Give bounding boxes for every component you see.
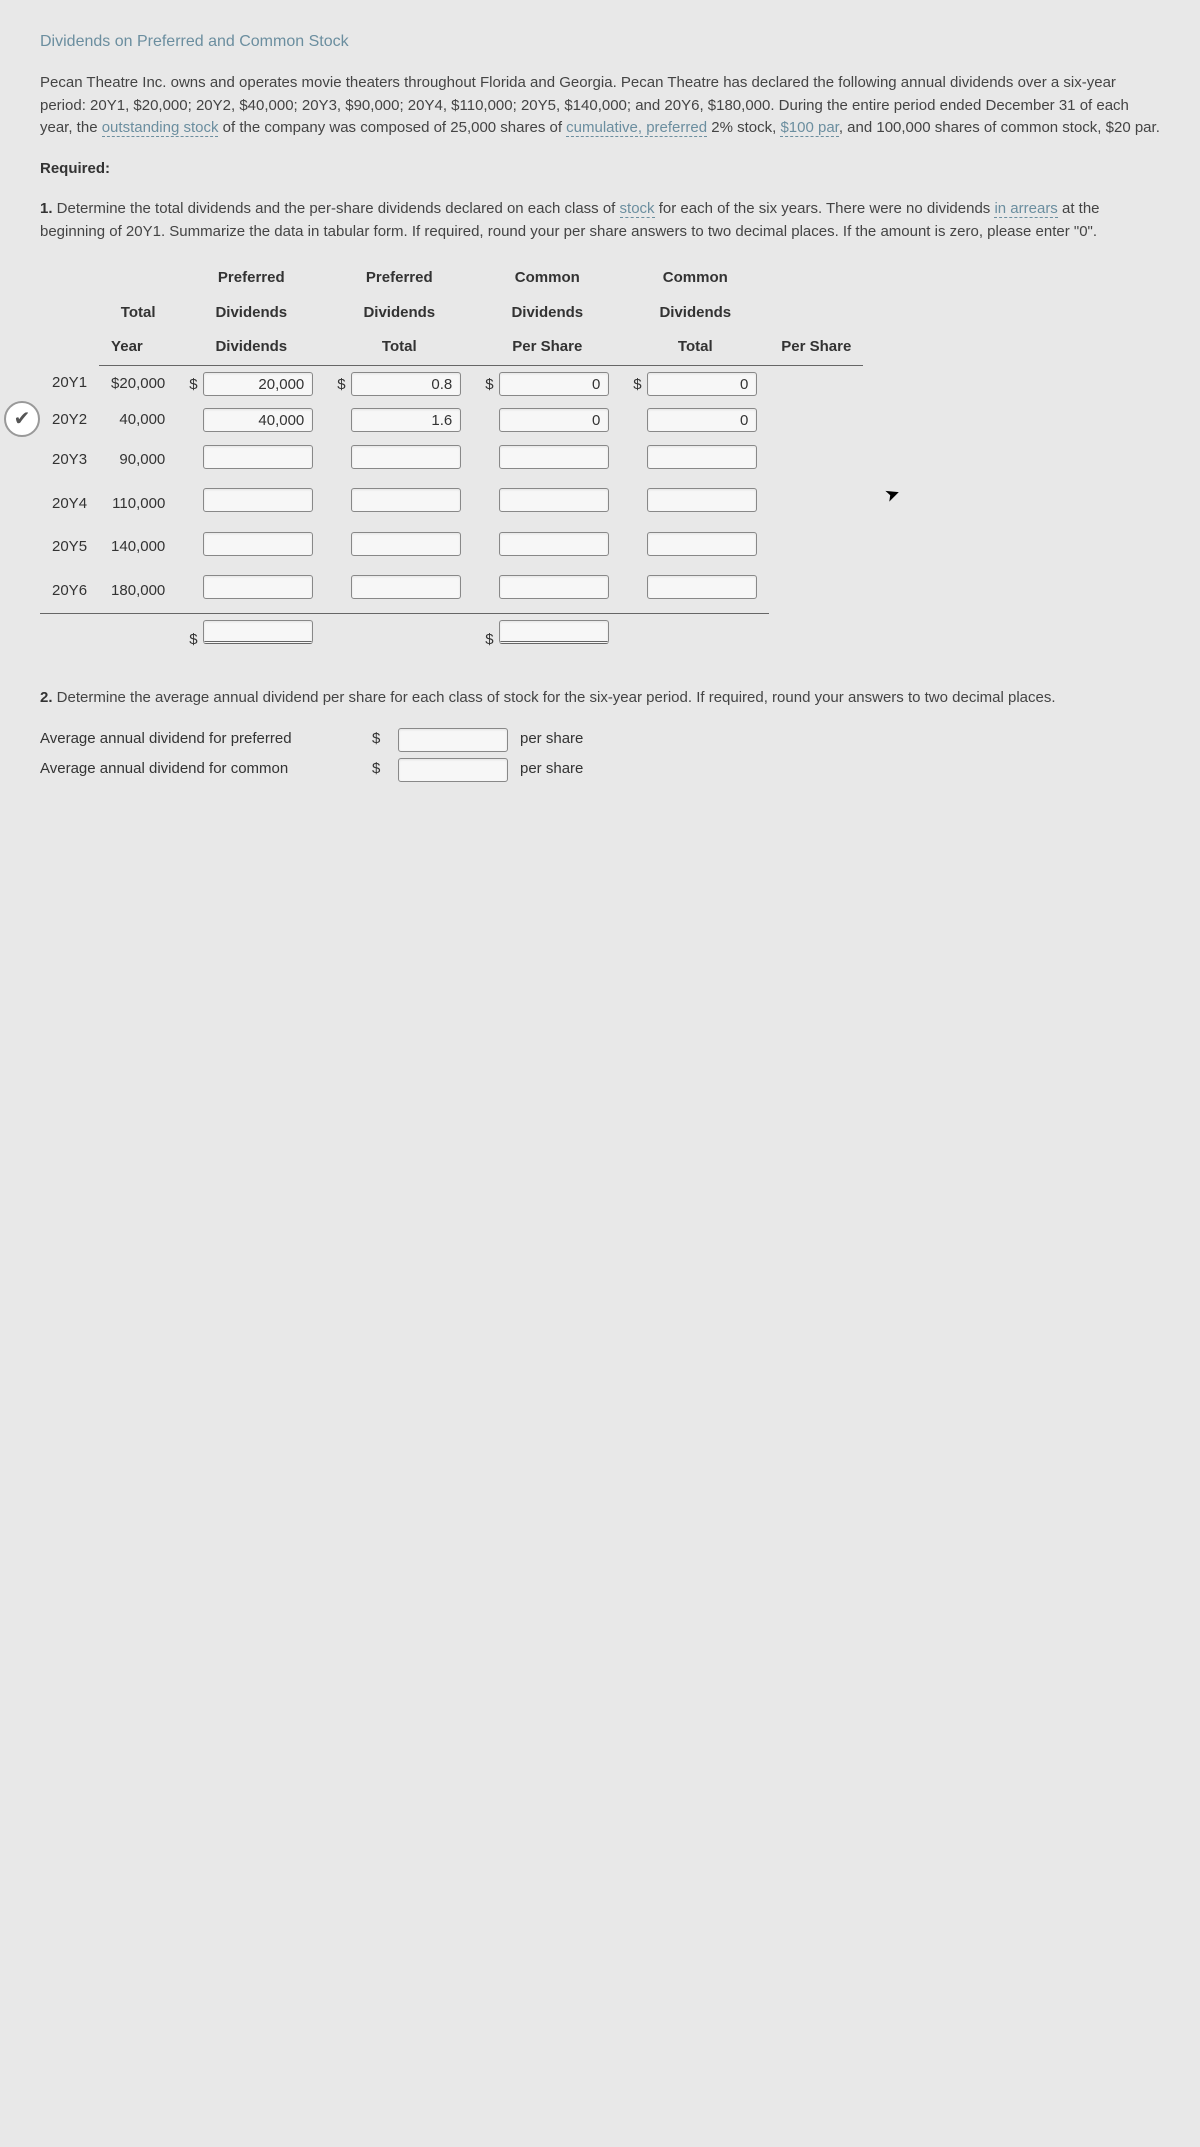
q1-number: 1. — [40, 200, 53, 217]
total-dividends-cell: 110,000 — [99, 482, 177, 526]
intro-text-4: , and 100,000 shares of common stock, $2… — [839, 119, 1160, 136]
intro-text-2: of the company was composed of 25,000 sh… — [218, 119, 566, 136]
avg-pref-label: Average annual dividend for preferred — [40, 728, 360, 751]
col-total-div: Dividends — [177, 330, 325, 365]
avg-common-row: Average annual dividend for common $ per… — [40, 758, 1160, 782]
link-in-arrears[interactable]: in arrears — [994, 200, 1057, 218]
com-total-input[interactable] — [499, 575, 609, 599]
total-dividends-cell: 40,000 — [99, 402, 177, 439]
col-div1: Dividends — [177, 296, 325, 331]
intro-text-3: 2% stock, — [707, 119, 780, 136]
com-total-input[interactable] — [499, 488, 609, 512]
link-stock[interactable]: stock — [620, 200, 655, 218]
pref-total-input[interactable] — [203, 488, 313, 512]
pref-ps-input[interactable] — [351, 575, 461, 599]
pref-total-input[interactable]: 20,000 — [203, 372, 313, 396]
year-cell: 20Y4 — [40, 482, 99, 526]
link-100-par[interactable]: $100 par — [780, 119, 838, 137]
question-2: 2. Determine the average annual dividend… — [40, 687, 1160, 710]
col-year: Year — [99, 330, 177, 365]
link-outstanding-stock[interactable]: outstanding stock — [102, 119, 219, 137]
com-total-input[interactable]: 0 — [499, 372, 609, 396]
pref-ps-input[interactable]: 0.8 — [351, 372, 461, 396]
table-row: 20Y1$20,000$20,000$0.8$0$0 — [40, 365, 863, 402]
cursor-icon: ➤ — [881, 479, 904, 510]
avg-com-label: Average annual dividend for common — [40, 758, 360, 781]
pref-total-input[interactable] — [203, 575, 313, 599]
required-heading: Required: — [40, 158, 1160, 181]
com-ps-input[interactable] — [647, 532, 757, 556]
total-dividends-cell: 90,000 — [99, 439, 177, 483]
col-com-total: Total — [621, 330, 769, 365]
year-cell: 20Y1 — [40, 365, 99, 402]
col-div4: Dividends — [621, 296, 769, 331]
year-cell: 20Y5 — [40, 526, 99, 570]
total-dividends-cell: 180,000 — [99, 569, 177, 613]
com-ps-input[interactable]: 0 — [647, 408, 757, 432]
total-pref-input[interactable] — [203, 620, 313, 644]
col-div2: Dividends — [325, 296, 473, 331]
question-1: 1. Determine the total dividends and the… — [40, 198, 1160, 243]
com-total-input[interactable] — [499, 445, 609, 469]
link-cumulative-preferred[interactable]: cumulative, preferred — [566, 119, 707, 137]
com-total-input[interactable]: 0 — [499, 408, 609, 432]
table-row: 20Y390,000 — [40, 439, 863, 483]
pref-total-input[interactable] — [203, 532, 313, 556]
com-ps-input[interactable] — [647, 575, 757, 599]
total-dividends-cell: $20,000 — [99, 365, 177, 402]
pref-total-input[interactable] — [203, 445, 313, 469]
col-common2: Common — [621, 261, 769, 296]
col-pref-ps: Per Share — [473, 330, 621, 365]
page-title: Dividends on Preferred and Common Stock — [40, 30, 1160, 54]
col-total-label: Total — [99, 261, 177, 330]
pref-total-input[interactable]: 40,000 — [203, 408, 313, 432]
dividends-table: Total Preferred Preferred Common Common … — [40, 261, 863, 657]
col-pref-total: Total — [325, 330, 473, 365]
table-row: 20Y5140,000 — [40, 526, 863, 570]
year-cell: 20Y3 — [40, 439, 99, 483]
avg-pref-input[interactable] — [398, 728, 508, 752]
col-com-ps: Per Share — [769, 330, 863, 365]
year-cell: 20Y6 — [40, 569, 99, 613]
year-cell: 20Y2 — [40, 402, 99, 439]
per-share-1: per share — [520, 728, 583, 751]
avg-com-input[interactable] — [398, 758, 508, 782]
intro-paragraph: Pecan Theatre Inc. owns and operates mov… — [40, 72, 1160, 140]
table-row: 20Y240,00040,0001.600 — [40, 402, 863, 439]
total-dividends-cell: 140,000 — [99, 526, 177, 570]
total-com-input[interactable] — [499, 620, 609, 644]
per-share-2: per share — [520, 758, 583, 781]
table-row: 20Y4110,000 — [40, 482, 863, 526]
avg-preferred-row: Average annual dividend for preferred $ … — [40, 728, 1160, 752]
col-pref: Preferred — [177, 261, 325, 296]
pref-ps-input[interactable] — [351, 445, 461, 469]
col-div3: Dividends — [473, 296, 621, 331]
q2-text: Determine the average annual dividend pe… — [53, 689, 1056, 706]
pref-ps-input[interactable]: 1.6 — [351, 408, 461, 432]
q1-text-a: Determine the total dividends and the pe… — [53, 200, 620, 217]
table-row: 20Y6180,000 — [40, 569, 863, 613]
col-common: Common — [473, 261, 621, 296]
col-pref2: Preferred — [325, 261, 473, 296]
com-total-input[interactable] — [499, 532, 609, 556]
com-ps-input[interactable]: 0 — [647, 372, 757, 396]
q2-number: 2. — [40, 689, 53, 706]
pref-ps-input[interactable] — [351, 532, 461, 556]
com-ps-input[interactable] — [647, 445, 757, 469]
q1-text-b: for each of the six years. There were no… — [655, 200, 995, 217]
pref-ps-input[interactable] — [351, 488, 461, 512]
check-answer-icon[interactable]: ✔ — [4, 401, 40, 437]
com-ps-input[interactable] — [647, 488, 757, 512]
